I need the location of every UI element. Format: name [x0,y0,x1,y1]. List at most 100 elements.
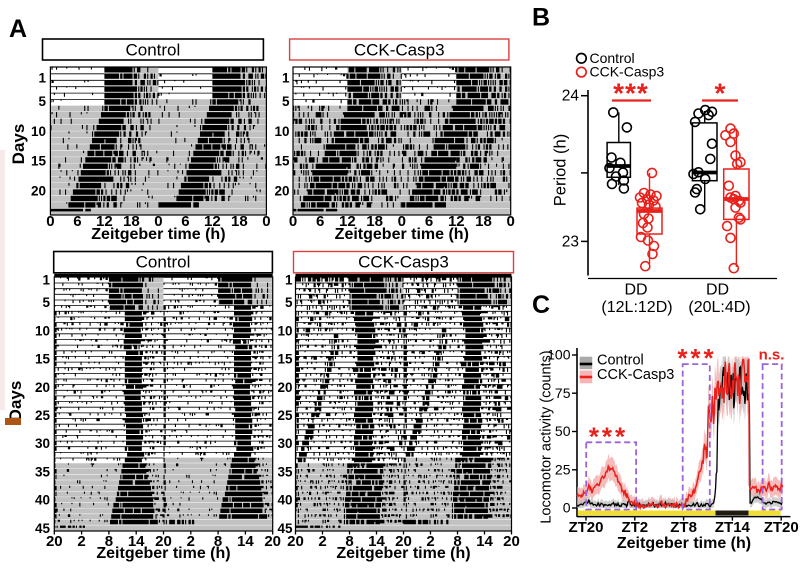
svg-text:ZT20: ZT20 [764,519,799,536]
svg-text:40: 40 [35,493,50,508]
svg-text:Days: Days [6,381,25,422]
svg-text:35: 35 [35,464,51,479]
svg-text:20: 20 [155,533,172,550]
svg-text:Control: Control [125,41,180,60]
svg-text:20: 20 [35,380,50,395]
svg-text:35: 35 [277,464,293,479]
svg-text:20: 20 [395,533,412,550]
svg-text:0: 0 [154,213,162,230]
svg-text:Period (h): Period (h) [552,134,570,206]
svg-text:100: 100 [547,347,571,363]
svg-text:0: 0 [507,213,515,230]
svg-text:0: 0 [563,500,571,516]
svg-text:2: 2 [187,533,195,550]
svg-text:50: 50 [555,423,571,439]
svg-text:15: 15 [277,352,293,367]
svg-text:5: 5 [285,295,293,310]
svg-text:20: 20 [287,533,304,550]
svg-text:25: 25 [277,408,293,423]
svg-text:1: 1 [282,70,290,85]
svg-text:10: 10 [274,124,289,139]
svg-text:10: 10 [35,323,50,338]
svg-text:25: 25 [555,462,571,478]
svg-text:DD: DD [706,282,729,299]
svg-text:18: 18 [475,213,492,230]
svg-text:30: 30 [277,436,292,451]
svg-text:8: 8 [345,533,353,550]
svg-text:24: 24 [562,88,580,105]
svg-text:Days: Days [9,124,28,165]
svg-text:6: 6 [181,213,189,230]
svg-text:0: 0 [398,213,406,230]
svg-text:(12L:12D): (12L:12D) [601,299,672,316]
svg-text:15: 15 [35,352,51,367]
svg-text:ZT2: ZT2 [621,519,648,536]
svg-text:40: 40 [277,493,292,508]
svg-text:Zeitgeber time (h): Zeitgeber time (h) [617,535,751,552]
svg-text:6: 6 [425,213,433,230]
svg-text:Control: Control [136,253,191,272]
svg-text:n.s.: n.s. [759,347,785,364]
svg-text:12: 12 [448,213,465,230]
svg-text:1: 1 [285,273,293,288]
svg-text:5: 5 [38,94,46,109]
svg-text:8: 8 [105,533,113,550]
svg-text:***: *** [613,78,649,109]
svg-text:25: 25 [35,408,51,423]
svg-text:B: B [532,4,550,32]
svg-text:Control: Control [597,353,644,369]
svg-text:5: 5 [282,94,290,109]
svg-text:12: 12 [339,213,356,230]
svg-text:14: 14 [476,533,493,550]
svg-text:0: 0 [289,213,297,230]
svg-text:CCK-Casp3: CCK-Casp3 [354,41,445,60]
svg-text:Zeitgeber time (h): Zeitgeber time (h) [335,226,469,243]
svg-text:Zeitgeber time (h): Zeitgeber time (h) [91,226,225,243]
svg-text:Locomotor activity (counts): Locomotor activity (counts) [539,350,555,523]
svg-text:1: 1 [42,273,50,288]
svg-text:ZT8: ZT8 [670,519,697,536]
svg-text:18: 18 [366,213,383,230]
svg-text:20: 20 [46,533,63,550]
svg-text:8: 8 [214,533,222,550]
svg-text:20: 20 [264,533,281,550]
svg-text:2: 2 [426,533,434,550]
svg-text:CCK-Casp3: CCK-Casp3 [590,64,665,80]
svg-text:*: * [715,78,726,109]
svg-text:45: 45 [277,521,293,536]
svg-text:Zeitgeber time (h): Zeitgeber time (h) [96,545,230,562]
svg-text:10: 10 [31,124,46,139]
svg-text:20: 20 [274,184,289,199]
svg-text:1: 1 [38,70,46,85]
svg-text:15: 15 [274,154,290,169]
svg-text:Control: Control [590,50,635,66]
svg-text:15: 15 [31,154,47,169]
svg-text:14: 14 [237,533,254,550]
svg-text:75: 75 [555,385,571,401]
svg-text:0: 0 [262,213,270,230]
svg-text:12: 12 [204,213,221,230]
svg-text:2: 2 [77,533,85,550]
svg-text:C: C [532,291,550,319]
svg-text:ZT20: ZT20 [568,519,603,536]
svg-text:2: 2 [318,533,326,550]
svg-text:(20L:4D): (20L:4D) [688,299,750,316]
svg-text:12: 12 [96,213,113,230]
svg-text:CCK-Casp3: CCK-Casp3 [358,253,449,272]
svg-text:DD: DD [624,282,647,299]
svg-text:23: 23 [562,233,579,250]
svg-text:Zeitgeber time (h): Zeitgeber time (h) [336,545,470,562]
svg-text:45: 45 [35,521,51,536]
svg-text:8: 8 [453,533,461,550]
svg-text:18: 18 [123,213,140,230]
svg-text:***: *** [589,422,628,452]
svg-text:ZT14: ZT14 [715,519,751,536]
svg-text:A: A [9,15,27,43]
svg-text:5: 5 [42,295,50,310]
svg-text:14: 14 [368,533,385,550]
svg-text:10: 10 [277,323,292,338]
svg-text:18: 18 [231,213,248,230]
svg-text:20: 20 [503,533,520,550]
svg-text:0: 0 [46,213,54,230]
svg-text:6: 6 [73,213,81,230]
